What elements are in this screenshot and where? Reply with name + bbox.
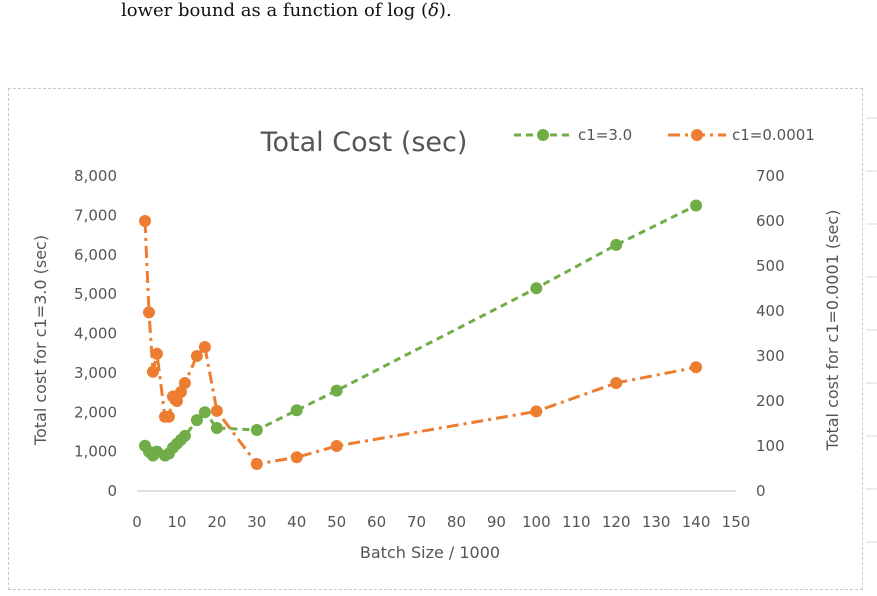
x-tick-label: 20 (207, 513, 226, 531)
series-2-point (150, 347, 163, 360)
x-axis-label: Batch Size / 1000 (360, 543, 500, 562)
y-left-tick-labels: 0 1,000 2,000 3,000 4,000 5,000 6,000 7,000 8,00… (74, 167, 117, 500)
y-right-tick-label: 100 (756, 437, 785, 455)
y-right-tick-label: 700 (756, 167, 785, 185)
series-2-point (210, 404, 223, 417)
x-tick-label: 120 (602, 513, 631, 531)
series-1-point (190, 414, 203, 427)
x-tick-label: 130 (642, 513, 671, 531)
x-tick-labels: 0 10 20 30 40 50 60 70 80 90 100 110 120 130 140 150 (132, 513, 750, 531)
y-left-tick-label: 3,000 (74, 364, 117, 382)
y-right-tick-label: 0 (756, 482, 766, 500)
legend-swatch-marker (537, 129, 549, 141)
y-right-tick-label: 300 (756, 347, 785, 365)
series-1-point (250, 423, 263, 436)
y-right-tick-label: 200 (756, 392, 785, 410)
series-2-point (610, 377, 623, 389)
series-1-point (610, 238, 623, 251)
series-2-point (138, 215, 151, 227)
legend-item-2: c1=0.0001 (668, 126, 815, 144)
frame-edge-ticks (866, 117, 877, 543)
y-left-axis-label: Total cost for c1=3.0 (sec) (31, 235, 50, 446)
legend-swatch-marker (691, 129, 703, 141)
y-left-tick-label: 6,000 (74, 246, 117, 264)
series-1-point (210, 422, 223, 434)
legend-item-1: c1=3.0 (514, 126, 632, 144)
series-1-point (690, 199, 703, 212)
y-right-tick-label: 500 (756, 257, 785, 275)
series-2-point (250, 458, 263, 470)
chart-frame (8, 88, 863, 590)
y-left-tick-label: 5,000 (74, 285, 117, 303)
x-tick-label: 100 (522, 513, 551, 531)
y-right-tick-labels: 0 100 200 300 400 500 600 700 (756, 167, 785, 500)
chart-title: Total Cost (sec) (260, 127, 468, 158)
series-2-point (330, 440, 343, 452)
series-2-point (178, 377, 191, 389)
series-2-point (690, 361, 703, 374)
figure-caption: lower bound as a function of log (δ). (121, 0, 452, 21)
x-tick-label: 50 (327, 513, 346, 531)
series-1-point (198, 406, 211, 419)
x-tick-label: 80 (447, 513, 466, 531)
caption-delta-symbol: δ (428, 0, 439, 21)
y-right-tick-label: 600 (756, 212, 785, 230)
series-2-point (190, 350, 203, 362)
y-left-tick-label: 4,000 (74, 325, 117, 343)
x-tick-label: 0 (132, 513, 142, 531)
x-tick-label: 40 (287, 513, 306, 531)
caption-text: lower bound as a function of log ( (121, 0, 429, 21)
series-2-point (142, 306, 155, 319)
y-right-tick-label: 400 (756, 302, 785, 320)
y-left-tick-label: 2,000 (74, 403, 117, 421)
x-tick-label: 30 (247, 513, 266, 531)
y-left-tick-label: 1,000 (74, 443, 117, 461)
legend: c1=3.0 c1=0.0001 (514, 126, 815, 144)
y-left-tick-label: 7,000 (74, 206, 117, 224)
series-2-point (530, 405, 543, 418)
x-tick-label: 10 (167, 513, 186, 531)
caption-end: ). (438, 0, 452, 21)
series-2-point (174, 386, 187, 398)
series-line-2 (143, 220, 697, 466)
series-2-point (198, 341, 211, 353)
series-1-point (330, 384, 343, 397)
x-tick-label: 110 (562, 513, 591, 531)
y-left-tick-label: 0 (107, 482, 117, 500)
y-right-axis-label: Total cost for c1=0.0001 (sec) (823, 210, 842, 452)
series-2-point (170, 395, 183, 407)
series-2-point (162, 410, 175, 423)
x-tick-label: 150 (722, 513, 751, 531)
series-points (138, 199, 703, 470)
x-tick-label: 60 (367, 513, 386, 531)
y-left-tick-label: 8,000 (74, 167, 117, 185)
series-1-point (290, 404, 303, 417)
series-1-point (530, 282, 543, 295)
series-1-point (178, 429, 191, 442)
x-tick-label: 70 (407, 513, 426, 531)
legend-label: c1=3.0 (578, 126, 632, 144)
x-tick-label: 140 (682, 513, 711, 531)
x-tick-label: 90 (487, 513, 506, 531)
legend-label: c1=0.0001 (732, 126, 815, 144)
series-2-point (146, 365, 159, 378)
series-2-point (290, 451, 303, 464)
